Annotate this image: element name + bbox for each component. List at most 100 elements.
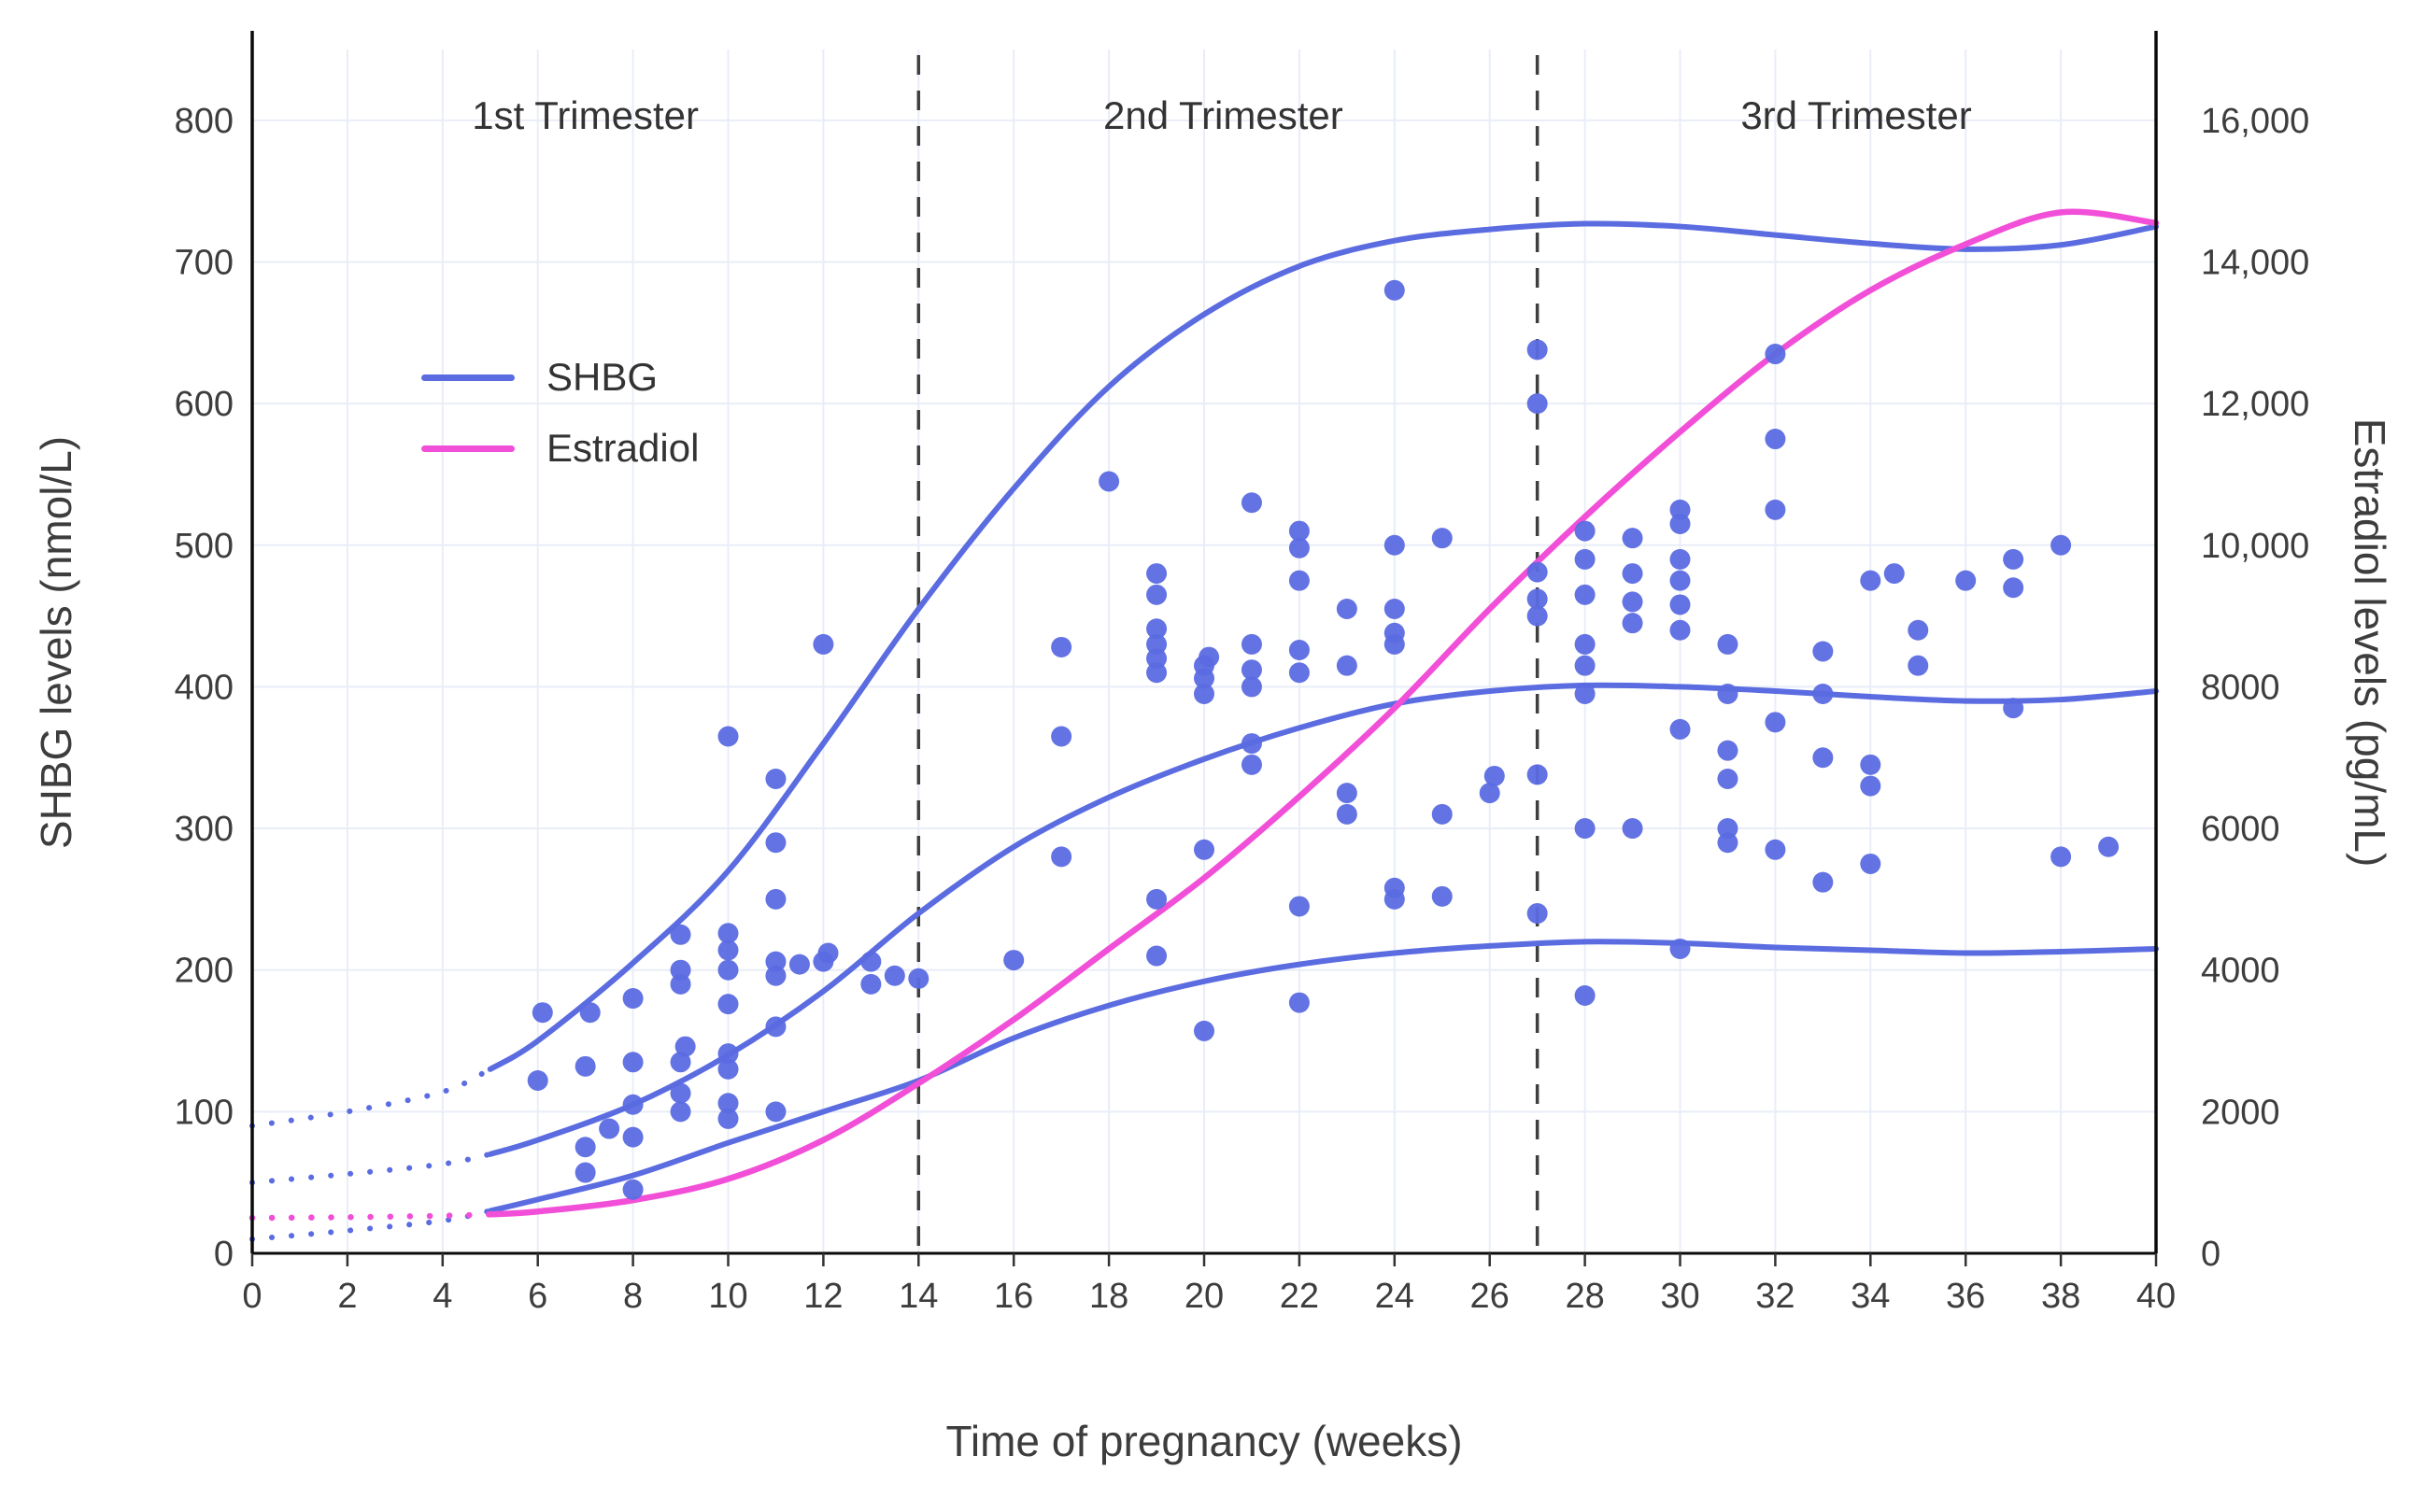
scatter-point bbox=[1860, 570, 1881, 591]
scatter-point bbox=[1383, 534, 1405, 556]
scatter-point bbox=[1669, 499, 1691, 520]
scatter-point bbox=[1622, 563, 1643, 585]
scatter-point bbox=[1288, 537, 1310, 558]
shbg-lower-curve-dotted bbox=[249, 1208, 493, 1242]
scatter-point bbox=[1717, 818, 1738, 840]
scatter-point bbox=[1765, 344, 1786, 365]
scatter-point bbox=[622, 1094, 644, 1115]
scatter-point bbox=[1765, 499, 1786, 520]
left-tick-label: 500 bbox=[175, 527, 234, 566]
scatter-point bbox=[1526, 605, 1548, 627]
scatter-point bbox=[1574, 584, 1596, 605]
scatter-point bbox=[1431, 803, 1453, 825]
x-tick-label: 26 bbox=[1470, 1277, 1510, 1316]
scatter-point bbox=[1241, 659, 1262, 681]
scatter-point bbox=[1336, 655, 1357, 676]
scatter-point bbox=[765, 1101, 787, 1123]
scatter-point bbox=[1574, 818, 1596, 840]
x-tick-label: 32 bbox=[1755, 1277, 1795, 1316]
scatter-point bbox=[1288, 520, 1310, 542]
scatter-point bbox=[575, 1055, 596, 1077]
estradiol-line-swatch bbox=[421, 445, 515, 452]
scatter-point bbox=[765, 951, 787, 972]
scatter-point bbox=[670, 1082, 691, 1104]
x-tick-label: 24 bbox=[1375, 1277, 1414, 1316]
x-tick-label: 22 bbox=[1280, 1277, 1319, 1316]
scatter-point bbox=[1574, 655, 1596, 676]
scatter-point bbox=[1383, 599, 1405, 620]
scatter-point bbox=[1526, 339, 1548, 360]
scatter-point bbox=[1146, 945, 1168, 967]
scatter-point bbox=[1383, 279, 1405, 301]
scatter-point bbox=[1812, 871, 1834, 893]
scatter-point bbox=[1099, 471, 1120, 492]
right-y-axis-title: Estradiol levels (pg/mL) bbox=[2346, 417, 2394, 868]
scatter-point bbox=[1812, 683, 1834, 704]
x-tick-label: 28 bbox=[1565, 1277, 1604, 1316]
right-tick-label: 6000 bbox=[2201, 810, 2280, 849]
scatter-point bbox=[1669, 619, 1691, 641]
x-tick-label: 0 bbox=[242, 1277, 262, 1316]
scatter-point bbox=[765, 1016, 787, 1038]
scatter-point bbox=[717, 1043, 739, 1065]
scatter-point bbox=[1431, 885, 1453, 907]
scatter-point bbox=[717, 1093, 739, 1114]
scatter-point bbox=[1146, 888, 1168, 910]
left-tick-label: 300 bbox=[175, 810, 234, 849]
scatter-point bbox=[1574, 548, 1596, 570]
scatter-point bbox=[1383, 877, 1405, 898]
scatter-point bbox=[670, 1101, 691, 1123]
x-tick-label: 12 bbox=[803, 1277, 843, 1316]
scatter-point bbox=[717, 726, 739, 747]
right-tick-label: 10,000 bbox=[2201, 527, 2309, 566]
scatter-point bbox=[670, 1052, 691, 1073]
scatter-point bbox=[1288, 992, 1310, 1013]
x-tick-label: 36 bbox=[1946, 1277, 1985, 1316]
scatter-point bbox=[1288, 896, 1310, 917]
scatter-point bbox=[527, 1069, 548, 1091]
scatter-point bbox=[2050, 534, 2072, 556]
right-tick-label: 8000 bbox=[2201, 668, 2280, 707]
right-tick-label: 0 bbox=[2201, 1235, 2220, 1274]
scatter-point bbox=[1241, 633, 1262, 655]
scatter-point bbox=[622, 1179, 644, 1200]
scatter-point bbox=[1812, 747, 1834, 769]
scatter-point bbox=[717, 959, 739, 981]
scatter-point bbox=[1908, 619, 1929, 641]
legend-label-shbg: SHBG bbox=[546, 355, 659, 399]
scatter-point bbox=[622, 988, 644, 1010]
scatter-point bbox=[1860, 775, 1881, 797]
legend-item-shbg: SHBG bbox=[421, 342, 699, 413]
scatter-point bbox=[1146, 584, 1168, 605]
scatter-point bbox=[717, 1058, 739, 1080]
scatter-point bbox=[765, 888, 787, 910]
right-tick-label: 16,000 bbox=[2201, 102, 2309, 141]
scatter-point bbox=[765, 768, 787, 789]
scatter-point bbox=[1051, 726, 1072, 747]
scatter-point bbox=[2003, 577, 2024, 599]
scatter-point bbox=[1194, 683, 1214, 704]
left-tick-label: 600 bbox=[175, 385, 234, 424]
scatter-point bbox=[674, 1036, 696, 1057]
scatter-point bbox=[1669, 938, 1691, 959]
trimester-label: 1st Trimester bbox=[472, 93, 699, 137]
x-tick-label: 18 bbox=[1089, 1277, 1128, 1316]
scatter-point bbox=[860, 951, 882, 972]
scatter-point bbox=[1765, 429, 1786, 450]
scatter-point bbox=[1146, 633, 1168, 655]
scatter-point bbox=[1194, 1020, 1214, 1041]
scatter-point bbox=[1479, 783, 1500, 804]
shbg-upper-curve-dotted bbox=[249, 1066, 493, 1129]
scatter-point bbox=[1622, 818, 1643, 840]
x-tick-label: 16 bbox=[994, 1277, 1033, 1316]
scatter-point bbox=[1146, 618, 1168, 640]
scatter-point bbox=[1288, 639, 1310, 660]
x-tick-label: 4 bbox=[433, 1277, 452, 1316]
scatter-point bbox=[1812, 641, 1834, 662]
scatter-point bbox=[1574, 520, 1596, 542]
scatter-point bbox=[1241, 733, 1262, 755]
scatter-point bbox=[1288, 662, 1310, 684]
right-tick-label: 2000 bbox=[2201, 1093, 2280, 1132]
